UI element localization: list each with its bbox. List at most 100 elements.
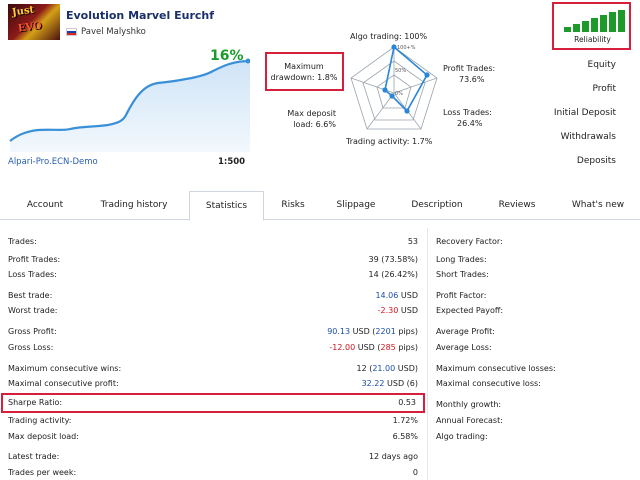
stat-label: Profit Trades:	[8, 255, 61, 264]
stat-row-recovery-factor: Recovery Factor:	[436, 236, 636, 248]
menu-profit[interactable]: Profit	[592, 84, 616, 94]
stat-label: Loss Trades:	[8, 270, 57, 279]
radar-scale-100: 100+%	[397, 45, 416, 51]
stat-label: Max deposit load:	[8, 432, 79, 441]
stat-row-profit-trades: Profit Trades: 39 (73.58%)	[8, 254, 418, 266]
radar-chart: 100+% 50% 0%	[350, 44, 438, 130]
radar-label-max-deposit-load: Max deposit load: 6.6%	[287, 109, 336, 129]
stat-value: -12.00 USD (285 pips)	[329, 343, 418, 352]
stat-label: Maximum consecutive losses:	[436, 364, 556, 373]
stat-row-algo-trading: Algo trading:	[436, 431, 636, 443]
stat-row-latest-trade: Latest trade: 12 days ago	[8, 451, 418, 463]
radar-scale-0: 0%	[395, 91, 403, 97]
radar-point-loss	[404, 108, 410, 114]
stat-value: 12 (21.00 USD)	[356, 364, 418, 373]
stat-row-loss-trades: Loss Trades: 14 (26.42%)	[8, 269, 418, 281]
tab-reviews[interactable]: Reviews	[498, 200, 536, 210]
stat-row-sharpe-ratio: Sharpe Ratio: 0.53	[8, 397, 418, 409]
menu-initial-deposit[interactable]: Initial Deposit	[553, 108, 616, 118]
stat-label: Maximal consecutive loss:	[436, 379, 541, 388]
radar-label-profit-trades: Profit Trades: 73.6%	[443, 64, 496, 84]
tab-trading-history[interactable]: Trading history	[100, 200, 168, 210]
radar-ring-inner	[376, 74, 412, 109]
radar-label-trading-activity: Trading activity: 1.7%	[346, 137, 433, 146]
radar-data-shape	[384, 45, 429, 113]
stat-label: Average Profit:	[436, 327, 495, 336]
radar-label-loss-trades: Loss Trades: 26.4%	[443, 108, 492, 128]
stat-label: Best trade:	[8, 291, 53, 300]
stat-label: Expected Payoff:	[436, 306, 504, 315]
growth-end-point	[245, 58, 250, 64]
growth-percent: 16%	[210, 48, 244, 64]
stat-label: Maximum consecutive wins:	[8, 364, 122, 373]
stat-value: -2.30 USD	[377, 306, 418, 315]
stat-label: Trades per week:	[8, 468, 77, 477]
stat-row-gross-loss: Gross Loss: -12.00 USD (285 pips)	[8, 342, 418, 354]
radar-point-profit	[424, 72, 430, 78]
stat-row-best-trade: Best trade: 14.06 USD	[8, 290, 418, 302]
menu-equity[interactable]: Equity	[587, 60, 616, 70]
stat-row-monthly-growth: Monthly growth:	[436, 399, 636, 411]
stat-value: 12 days ago	[368, 452, 418, 461]
menu-withdrawals[interactable]: Withdrawals	[560, 132, 616, 142]
stat-row-max-consecutive-wins: Maximum consecutive wins: 12 (21.00 USD)	[8, 363, 418, 375]
stats-divider	[427, 228, 428, 480]
stat-label: Gross Loss:	[8, 343, 54, 352]
stat-value: 39 (73.58%)	[368, 255, 418, 264]
stat-label: Short Trades:	[436, 270, 489, 279]
russia-flag-icon	[66, 28, 77, 36]
menu-deposits[interactable]: Deposits	[576, 156, 616, 166]
stat-label: Profit Factor:	[436, 291, 487, 300]
stat-row-profit-factor: Profit Factor:	[436, 290, 636, 302]
stat-value: 90.13 USD (2201 pips)	[327, 327, 418, 336]
tab-slippage[interactable]: Slippage	[336, 200, 376, 210]
stat-label: Sharpe Ratio:	[8, 398, 63, 407]
radar-scale-50: 50%	[395, 68, 406, 74]
stat-row-trading-activity: Trading activity: 1.72%	[8, 415, 418, 427]
tab-description[interactable]: Description	[411, 200, 463, 210]
stat-row-max-consecutive-losses: Maximum consecutive losses:	[436, 363, 636, 375]
broker-link[interactable]: Alpari-Pro.ECN-Demo	[8, 157, 98, 167]
product-title[interactable]: Evolution Marvel Eurchf	[66, 9, 215, 22]
radar-point-drawdown	[382, 87, 388, 93]
stat-row-annual-forecast: Annual Forecast:	[436, 415, 636, 427]
growth-chart	[9, 58, 250, 152]
tab-whats-new[interactable]: What's new	[571, 200, 625, 210]
tab-bar: Account Trading history Statistics Risks…	[0, 191, 640, 221]
radar-label-algo-trading: Algo trading: 100%	[350, 32, 428, 41]
stat-label: Trades:	[8, 237, 37, 246]
stat-value: 32.22 USD (6)	[361, 379, 418, 388]
leverage: 1:500	[218, 157, 246, 167]
stat-value: 0	[412, 468, 418, 477]
author-name[interactable]: Pavel Malyshko	[81, 27, 146, 37]
stat-label: Worst trade:	[8, 306, 58, 315]
stat-row-trades: Trades: 53	[8, 236, 418, 248]
radar-label-max-drawdown: Maximum drawdown: 1.8%	[270, 62, 338, 82]
tab-statistics[interactable]: Statistics	[189, 191, 264, 221]
tab-account[interactable]: Account	[26, 200, 64, 210]
stat-value: 53	[407, 237, 418, 246]
stat-row-average-profit: Average Profit:	[436, 326, 636, 338]
stat-row-gross-profit: Gross Profit: 90.13 USD (2201 pips)	[8, 326, 418, 338]
stat-value: 0.53	[398, 398, 416, 407]
stat-value: 6.58%	[392, 432, 418, 441]
stat-row-short-trades: Short Trades:	[436, 269, 636, 281]
stat-value: 14.06 USD	[375, 291, 418, 300]
stat-value: 1.72%	[392, 416, 418, 425]
tab-risks[interactable]: Risks	[281, 200, 305, 210]
stat-label: Latest trade:	[8, 452, 60, 461]
stat-label: Monthly growth:	[436, 400, 502, 409]
stat-row-trades-per-week: Trades per week: 0	[8, 467, 418, 479]
stat-label: Annual Forecast:	[436, 416, 503, 425]
stat-label: Algo trading:	[436, 432, 488, 441]
radar-point-algo	[391, 44, 397, 50]
stat-label: Maximal consecutive profit:	[8, 379, 119, 388]
growth-line	[9, 59, 250, 142]
stat-row-worst-trade: Worst trade: -2.30 USD	[8, 305, 418, 317]
stat-row-max-consecutive-profit: Maximal consecutive profit: 32.22 USD (6…	[8, 378, 418, 390]
reliability-widget[interactable]: Reliability	[552, 2, 631, 50]
radar-ring-mid	[362, 60, 426, 121]
avatar[interactable]: Just EVO	[8, 4, 60, 40]
stat-row-average-loss: Average Loss:	[436, 342, 636, 354]
author-line[interactable]: Pavel Malyshko	[66, 27, 146, 37]
